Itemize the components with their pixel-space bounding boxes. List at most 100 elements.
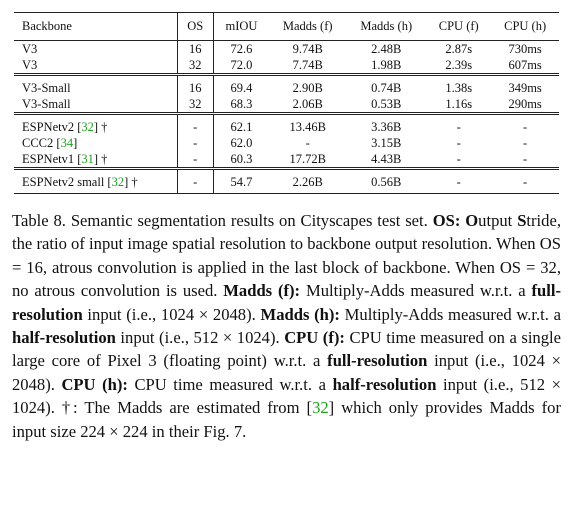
caption-text: input (i.e., 1024 × 2048). (12, 351, 561, 394)
header-cell: OS (177, 12, 214, 41)
cell: 9.74B (292, 41, 323, 56)
cell: - (177, 112, 214, 135)
cell: 32 (177, 57, 214, 75)
cell-text: ] † (124, 174, 138, 189)
cell: - (456, 151, 461, 166)
cell: V3 (14, 40, 178, 57)
cell: 16 (177, 73, 214, 96)
cell-text: ] † (93, 119, 108, 134)
citation: 32 (81, 119, 94, 134)
cell: 13.46B (269, 112, 347, 135)
caption-text: input (i.e., 512 × 1024). (120, 328, 280, 348)
cell: - (305, 135, 310, 150)
cell: 2.48B (371, 41, 402, 56)
cell: 0.74B (346, 73, 427, 96)
header-cell: Backbone (14, 12, 178, 41)
row: ESPNetv2 small [32] † -54.7 2.26B 0.56B - - (14, 167, 559, 194)
citation: 32 (111, 174, 125, 189)
cell: - (491, 112, 559, 135)
caption-text: Multiply-Adds measured w.r.t. a (344, 304, 562, 324)
caption-bold: CPU (f): (284, 328, 345, 348)
caption: Table 8. Semantic segmentation results o… (12, 209, 561, 443)
header-cell: CPU (f) (426, 12, 492, 41)
cell: 2.06B (292, 96, 323, 111)
cell: 4.43B (371, 151, 402, 166)
cell: 72.0 (230, 57, 253, 72)
cell: 54.7 (213, 167, 270, 194)
cell: 62.0 (230, 135, 253, 150)
cell: - (426, 112, 492, 135)
cell: 62.1 (213, 112, 270, 135)
caption-bold: full-resolution (327, 351, 428, 371)
cell: - (177, 151, 214, 169)
cell: 3.15B (371, 135, 402, 150)
cell: 17.72B (289, 151, 326, 166)
caption-text: utput (478, 211, 513, 230)
cell-text: ] † (93, 151, 108, 166)
caption-bold: half-resolution (332, 374, 437, 394)
cell-text: ESPNetv2 [ (22, 119, 82, 134)
cell: 1.16s (445, 96, 473, 111)
cell: - (523, 135, 528, 150)
cell: 730ms (508, 41, 542, 56)
cell: 2.87s (445, 41, 473, 56)
cell: 2.90B (269, 73, 347, 96)
citation: 34 (60, 135, 74, 150)
header-cell: Madds (f) (269, 12, 347, 41)
caption-text: Table 8. Semantic segmentation results o… (12, 211, 428, 230)
row: V3 32 72.0 7.74B 1.98B 2.39s 607ms (14, 57, 559, 75)
cell-text: ESPNetv2 small [ (22, 174, 112, 189)
caption-text: CPU time measured on a single large core… (12, 328, 562, 371)
cell: - (177, 135, 214, 151)
caption-bold: Madds (h): (260, 304, 340, 324)
caption-text: ] which only provides Madds for input si… (12, 398, 561, 441)
cell: V3 (14, 57, 178, 75)
cell: CCC2 [34] (14, 135, 178, 151)
cell: 0.53B (371, 96, 402, 111)
cell: 349ms (491, 73, 559, 96)
caption-text: input (i.e., 1024 × 2048). (87, 304, 256, 324)
cell: 3.36B (346, 112, 427, 135)
cell: 32 (177, 96, 214, 114)
citation: 32 (312, 398, 329, 418)
caption-bold: Madds (f): (223, 281, 301, 301)
cell-text: ESPNetv1 [ (22, 151, 82, 166)
caption-text: CPU time measured w.r.t. a (134, 374, 326, 394)
cell: 2.39s (445, 57, 473, 72)
cell: 68.3 (230, 96, 253, 111)
caption-bold: S (517, 211, 527, 230)
row: CCC2 [34] -62.0-3.15B - - (14, 135, 559, 151)
results-table: Backbone OS mIOU Madds (f) Madds (h) CPU (f) C… (14, 12, 559, 194)
caption-text: input (i.e., 512 × 1024). †: The Madds a… (12, 374, 561, 418)
row: V3-Small 32 68.3 2.06B 0.53B 1.16s 290ms (14, 96, 559, 114)
cell: 2.26B (269, 167, 347, 194)
header-cell: CPU (h) (491, 12, 559, 41)
cell: - (491, 167, 559, 194)
caption-text: Multiply-Adds measured w.r.t. a (305, 281, 526, 301)
cell: - (426, 167, 492, 194)
row: V3-Small 16 69.4 2.90B 0.74B 1.38s 349ms (14, 73, 559, 96)
cell: 16 (177, 40, 214, 57)
cell: 69.4 (213, 73, 270, 96)
cell-text: CCC2 [ (22, 135, 61, 150)
row: V3 16 72.6 9.74B 2.48B 2.87s 730ms (14, 40, 559, 57)
citation: 31 (81, 151, 94, 166)
cell: ESPNetv2 [32] † (14, 112, 178, 135)
cell: 7.74B (292, 57, 323, 72)
cell: - (523, 151, 528, 166)
caption-bold: OS: (432, 211, 461, 230)
caption-text: tride, the ratio of input image spatial … (12, 211, 561, 301)
cell: 72.6 (230, 41, 253, 56)
cell: 0.56B (346, 167, 427, 194)
cell: - (177, 167, 214, 194)
cell-text: ] (73, 135, 78, 150)
cell: 60.3 (230, 151, 253, 166)
cell: V3-Small (14, 96, 178, 114)
header-row: Backbone OS mIOU Madds (f) Madds (h) CPU (f) C… (14, 12, 559, 41)
cell: 290ms (508, 96, 542, 111)
cell: 607ms (508, 57, 542, 72)
cell: 1.38s (426, 73, 492, 96)
header-cell: Madds (h) (346, 12, 427, 41)
cell: ESPNetv1 [31] † (14, 151, 178, 169)
